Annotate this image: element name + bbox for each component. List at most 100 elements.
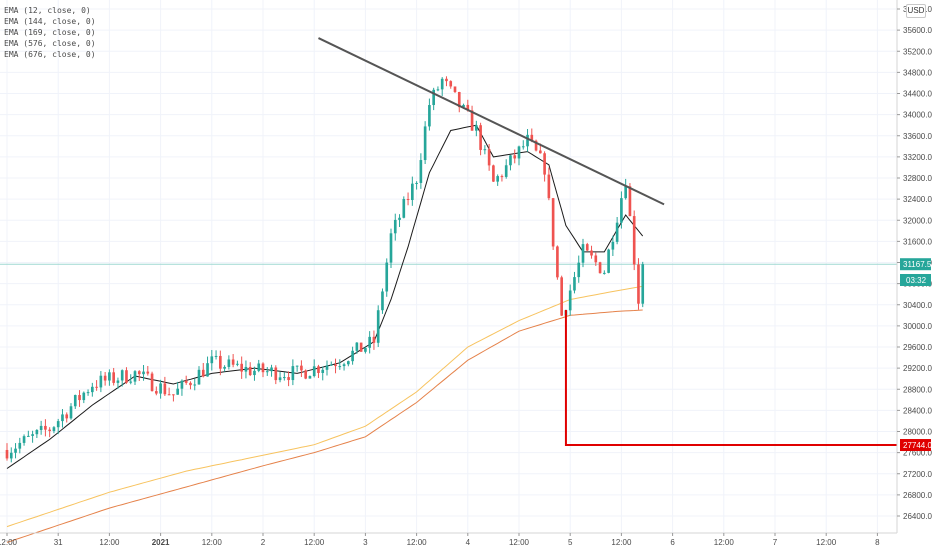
candle-up <box>227 359 231 367</box>
candle-up <box>308 376 312 379</box>
legend-ema-576[interactable]: EMA (576, close, 0) <box>4 39 96 48</box>
candle-down <box>150 373 154 392</box>
price-tick-label: 34400.0 <box>903 90 932 99</box>
trendline[interactable] <box>318 37 665 206</box>
candle-up <box>56 421 60 428</box>
candle-down <box>457 91 461 108</box>
time-tick-label: 12:00 <box>407 538 428 547</box>
candle-down <box>146 371 150 374</box>
candle-up <box>86 392 90 394</box>
candle-down <box>300 365 303 371</box>
candle-down <box>543 153 546 175</box>
candle-down <box>304 370 307 379</box>
candle-up <box>376 310 380 343</box>
candle-down <box>261 363 265 373</box>
price-tick-label: 33200.0 <box>903 153 932 162</box>
candle-up <box>133 371 137 382</box>
candle-down <box>479 125 482 150</box>
candle-down <box>163 383 167 395</box>
level-badge: 27744.0 <box>900 439 932 452</box>
price-tick-label: 31600.0 <box>903 237 932 246</box>
legend-ema-169[interactable]: EMA (169, close, 0) <box>4 28 96 37</box>
candle-down <box>551 198 555 247</box>
candle-up <box>270 367 273 372</box>
candle-up <box>577 262 581 278</box>
price-tick-label: 28800.0 <box>903 385 932 394</box>
candle-up <box>99 375 103 388</box>
candle-up <box>91 386 94 393</box>
candle-down <box>231 359 235 365</box>
candle-down <box>155 391 158 394</box>
time-tick-label: 2 <box>261 538 266 547</box>
indicator-legend[interactable]: EMA (12, close, 0) EMA (144, close, 0) E… <box>4 5 96 60</box>
legend-ema-144[interactable]: EMA (144, close, 0) <box>4 17 96 26</box>
countdown-badge-text: 03:32 <box>906 276 927 285</box>
candle-up <box>509 155 512 166</box>
level-badge-text: 27744.0 <box>903 441 932 450</box>
price-tick-label: 34800.0 <box>903 68 932 77</box>
time-tick-label: 5 <box>568 538 573 547</box>
price-tick-label: 27600.0 <box>903 449 932 458</box>
time-axis[interactable]: 12:00 31 12:00 2021 12:00 2 12:00 3 12:00 4 12:00 5… <box>0 533 880 547</box>
candle-up <box>22 436 26 443</box>
candle-up <box>611 241 615 250</box>
candle-down <box>547 174 551 199</box>
candle-up <box>581 244 585 263</box>
candle-up <box>624 186 627 199</box>
candle-down <box>466 104 470 111</box>
candle-up <box>603 272 606 274</box>
candle-up <box>329 364 333 366</box>
price-tick-label: 29600.0 <box>903 343 932 352</box>
candle-up <box>415 182 418 184</box>
currency-button[interactable]: USD <box>906 4 926 18</box>
candle-down <box>513 155 517 159</box>
candle-up <box>291 366 295 381</box>
time-tick-label: 12:00 <box>714 538 735 547</box>
price-tick-label: 33600.0 <box>903 132 932 141</box>
ema-144-line[interactable] <box>6 285 643 528</box>
time-tick-label: 7 <box>773 538 778 547</box>
candle-up <box>244 366 248 372</box>
candle-up <box>176 388 179 395</box>
legend-ema-12[interactable]: EMA (12, close, 0) <box>4 6 91 15</box>
candle-up <box>39 425 43 431</box>
ema-12-line[interactable] <box>6 124 644 469</box>
candle-up <box>31 434 34 436</box>
support-level-line[interactable] <box>564 310 897 447</box>
candle-down <box>317 366 320 373</box>
candle-down <box>78 395 81 401</box>
legend-ema-676[interactable]: EMA (676, close, 0) <box>4 50 96 59</box>
time-tick-label: 12:00 <box>816 538 837 547</box>
last-price-badge-text: 31167.5 <box>903 260 932 269</box>
candle-down <box>530 134 534 141</box>
candle-up <box>236 363 239 365</box>
candle-down <box>44 425 47 430</box>
candle-down <box>287 377 290 381</box>
candle-up <box>496 176 499 182</box>
time-tick-label: 8 <box>875 538 880 547</box>
candle-down <box>137 371 141 375</box>
time-tick-label: 12:00 <box>304 538 325 547</box>
candle-up <box>325 365 329 370</box>
ema-169-line[interactable] <box>6 309 643 543</box>
candle-up <box>108 372 111 381</box>
price-tick-label: 32400.0 <box>903 195 932 204</box>
candle-up <box>440 78 444 90</box>
candle-down <box>590 250 593 256</box>
price-tick-label: 26400.0 <box>903 512 932 521</box>
candle-up <box>393 219 397 234</box>
candle-down <box>112 372 115 383</box>
candle-down <box>240 363 243 372</box>
candle-up <box>223 366 226 369</box>
price-tick-label: 35600.0 <box>903 26 932 35</box>
candle-up <box>526 134 529 147</box>
candle-up <box>398 217 401 220</box>
candle-up <box>265 371 269 373</box>
candle-down <box>585 244 589 251</box>
candle-up <box>193 384 197 386</box>
candle-down <box>172 394 175 396</box>
candle-up <box>423 126 427 161</box>
candle-down <box>125 370 128 383</box>
